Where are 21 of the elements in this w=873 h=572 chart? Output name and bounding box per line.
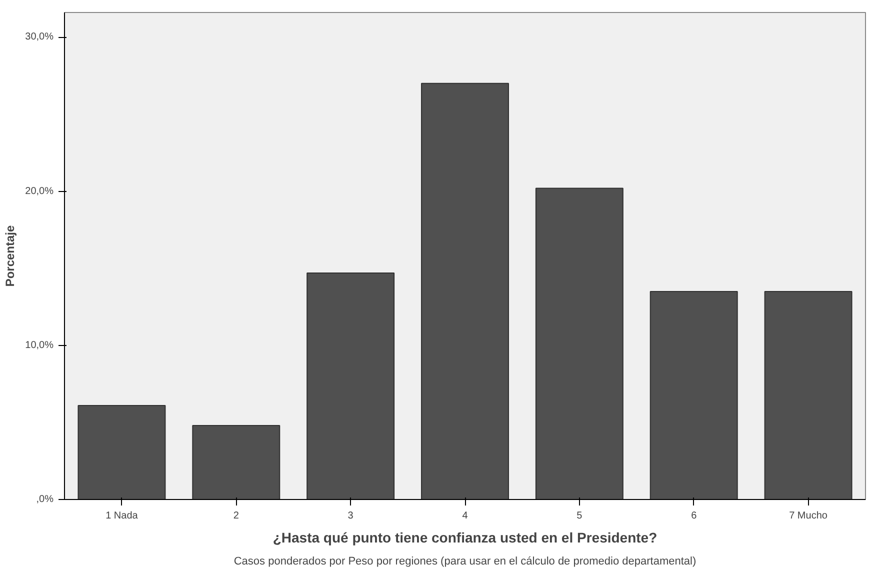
y-tick-label: ,0% [36,494,54,505]
x-axis-title: ¿Hasta qué punto tiene confianza usted en el Presidente? [272,530,658,546]
x-tick-label: 5 [576,510,583,522]
bar [306,272,395,500]
bar [192,425,280,500]
x-tick-label: 6 [691,510,698,522]
bar [535,188,624,500]
x-tick-label: 2 [233,510,240,522]
bar [78,404,166,500]
y-tick-label: 30,0% [25,32,54,43]
y-tick-label: 10,0% [25,340,54,351]
bar [650,290,738,500]
text: Casos ponderados por Peso por regiones (para usar en el cálculo de promedio departamental) [234,556,696,568]
y-tick-label: 20,0% [25,186,54,197]
x-tick-label: 1 Nada [106,510,138,522]
x-tick-label: 7 Mucho [789,510,828,522]
x-tick-label: 3 [348,510,354,522]
y-axis-title: Porcentaje [3,224,18,287]
bar [764,290,852,500]
x-tick-label: 4 [462,510,468,522]
bar [421,82,509,500]
